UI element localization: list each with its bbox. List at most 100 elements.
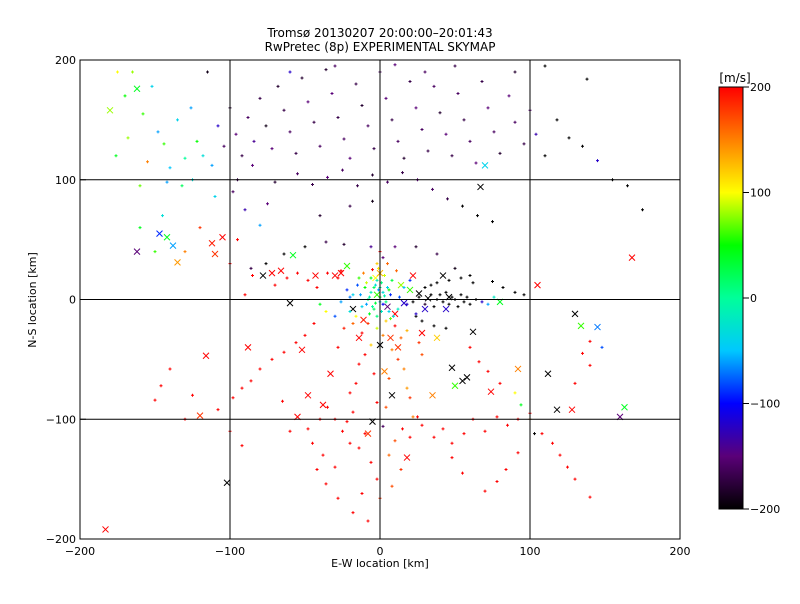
- data-point-dot: [150, 84, 154, 88]
- data-point-cross: [133, 248, 141, 255]
- data-point-dot: [222, 144, 226, 148]
- data-point-dot: [573, 381, 577, 385]
- data-point-dot: [498, 381, 502, 385]
- data-point-dot: [429, 293, 433, 297]
- data-point-dot: [153, 250, 157, 254]
- data-point-dot: [330, 92, 334, 96]
- y-tick-label: −100: [46, 413, 76, 426]
- data-point-dot: [381, 424, 385, 428]
- data-point-dot: [311, 441, 314, 445]
- data-point-dot: [333, 314, 337, 318]
- data-point-dot: [429, 283, 433, 287]
- data-point-dot: [444, 132, 448, 136]
- data-point-dot: [480, 300, 484, 304]
- data-point-dot: [360, 331, 364, 335]
- data-point-dot: [444, 290, 448, 294]
- data-point-cross: [289, 251, 297, 259]
- data-point-cross: [355, 334, 363, 342]
- data-point-dot: [408, 80, 412, 84]
- data-point-dot: [402, 156, 406, 160]
- data-point-cross: [202, 352, 210, 360]
- data-point-cross: [415, 290, 423, 297]
- data-point-dot: [258, 96, 262, 100]
- y-tick-label: 0: [69, 294, 76, 307]
- data-point-dot: [258, 367, 262, 371]
- data-point-dot: [126, 136, 130, 140]
- x-tick-label: −200: [65, 545, 95, 558]
- data-point-dot: [396, 139, 400, 143]
- data-point-dot: [600, 345, 604, 349]
- data-point-cross: [268, 269, 276, 277]
- data-point-cross: [409, 272, 417, 279]
- data-point-dot: [420, 127, 424, 131]
- data-point-cross: [442, 305, 450, 313]
- data-point-dot: [395, 269, 398, 273]
- data-point-dot: [351, 410, 355, 414]
- colorbar-tick-label: 200: [750, 81, 771, 94]
- data-point-dot: [423, 302, 427, 306]
- data-point-cross: [312, 272, 319, 279]
- data-point-dot: [581, 144, 584, 148]
- data-point-dot: [462, 118, 466, 122]
- data-point-dot: [459, 276, 463, 280]
- data-point-dot: [453, 266, 457, 270]
- data-point-dot: [249, 266, 253, 270]
- data-point-dot: [183, 156, 187, 160]
- data-point-dot: [306, 100, 310, 104]
- data-point-dot: [405, 302, 409, 306]
- data-point-cross: [448, 364, 456, 372]
- data-point-dot: [246, 115, 250, 119]
- data-point-dot: [240, 386, 244, 390]
- data-point-dot: [431, 187, 434, 191]
- data-point-dot: [369, 290, 373, 294]
- data-point-dot: [162, 142, 166, 146]
- data-point-dot: [345, 288, 349, 292]
- data-point-dot: [288, 429, 292, 433]
- data-point-dot: [389, 317, 392, 321]
- data-point-dot: [354, 314, 358, 318]
- data-point-dot: [165, 180, 169, 184]
- data-point-dot: [468, 139, 472, 143]
- data-point-dot: [333, 64, 337, 68]
- data-point-dot: [318, 214, 322, 218]
- data-point-dot: [573, 477, 577, 481]
- data-point-dot: [495, 415, 499, 419]
- data-point-cross: [388, 391, 396, 399]
- data-point-dot: [513, 391, 517, 395]
- data-point-dot: [324, 68, 328, 72]
- data-point-dot: [516, 451, 520, 455]
- data-point-dot: [450, 456, 454, 460]
- data-point-cross: [196, 412, 204, 420]
- x-tick-label: −100: [215, 545, 245, 558]
- data-point-dot: [459, 293, 463, 297]
- data-point-cross: [424, 294, 432, 302]
- data-point-dot: [371, 199, 374, 203]
- data-point-cross: [477, 183, 484, 191]
- data-point-dot: [461, 204, 464, 208]
- data-point-dot: [389, 293, 392, 297]
- data-point-dot: [414, 312, 418, 316]
- x-tick-label: 200: [670, 545, 691, 558]
- data-point-dot: [368, 295, 371, 299]
- data-point-dot: [296, 271, 299, 275]
- data-point-dot: [408, 396, 412, 400]
- data-point-dot: [426, 149, 430, 153]
- data-point-cross: [451, 382, 459, 390]
- data-point-dot: [396, 357, 400, 361]
- data-point-dot: [420, 353, 424, 357]
- data-point-dot: [417, 295, 421, 299]
- data-point-dot: [240, 444, 244, 448]
- data-point-dot: [476, 214, 479, 218]
- data-point-cross: [174, 259, 181, 266]
- data-point-dot: [390, 118, 394, 122]
- data-point-dot: [393, 245, 397, 249]
- data-point-cross: [628, 254, 636, 261]
- data-point-dot: [375, 262, 379, 266]
- data-point-dot: [285, 276, 289, 280]
- data-point-dot: [519, 403, 523, 407]
- data-point-dot: [483, 429, 487, 433]
- data-point-dot: [390, 484, 394, 488]
- data-point-dot: [386, 262, 389, 266]
- data-point-dot: [446, 197, 449, 201]
